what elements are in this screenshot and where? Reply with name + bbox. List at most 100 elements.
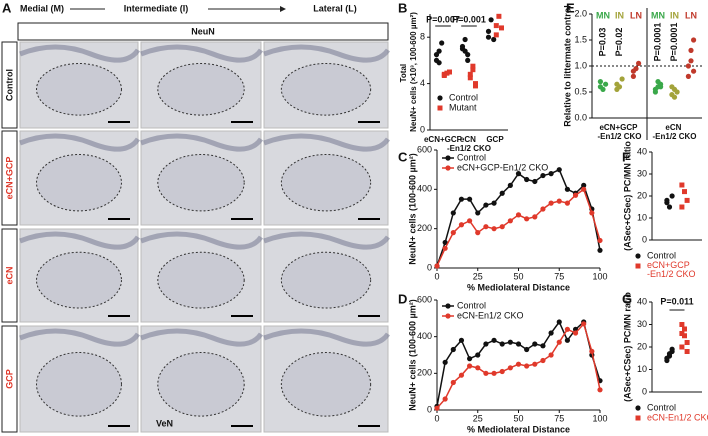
annotation: P=0.03 — [597, 28, 607, 57]
legend-label: eCN+GCP-En1/2 CKO — [457, 162, 548, 172]
data-point — [548, 330, 554, 336]
panel-label: B — [398, 0, 407, 15]
data-point — [485, 28, 492, 34]
legend-marker — [445, 303, 451, 309]
folia — [140, 231, 264, 250]
data-point — [483, 370, 489, 376]
column-label: Medial (M) — [20, 3, 64, 13]
data-point — [493, 23, 499, 29]
data-point — [572, 192, 579, 198]
y-tick-label: 0.0 — [574, 112, 587, 122]
series-line — [436, 168, 601, 267]
x-tick-label: 25 — [473, 413, 483, 423]
data-point — [556, 319, 562, 325]
data-point — [491, 200, 497, 206]
y-axis-label: Total NeuN+ cells (×10³, 100-600 µm²) — [399, 12, 418, 132]
legend-marker — [445, 155, 451, 161]
data-point — [682, 333, 687, 339]
data-point — [439, 40, 445, 46]
data-point — [685, 63, 692, 69]
data-point — [475, 352, 481, 358]
nucleus-outline — [36, 352, 122, 417]
series-label: LN — [685, 10, 697, 20]
data-point — [684, 197, 690, 203]
row-label: Control — [4, 69, 14, 101]
y-tick-label: 0.5 — [574, 86, 587, 96]
data-point — [483, 202, 489, 208]
legend-marker — [635, 263, 641, 269]
nucleus-outline — [280, 352, 372, 417]
x-tick-label: 0 — [434, 271, 439, 281]
data-point — [548, 200, 554, 206]
y-tick-label: 10 — [637, 212, 647, 222]
data-point — [669, 84, 675, 90]
folia — [19, 231, 141, 250]
data-point — [669, 346, 675, 352]
data-point — [458, 337, 465, 343]
data-point — [679, 331, 685, 336]
data-point — [691, 37, 697, 43]
data-point — [507, 182, 513, 188]
y-tick-label: 8 — [420, 32, 425, 42]
nucleus-outline — [280, 251, 372, 309]
y-tick-label: 0 — [427, 262, 432, 272]
x-axis-label: % Mediolateral Distance — [467, 282, 570, 292]
data-point — [441, 72, 447, 78]
data-point — [564, 326, 571, 332]
x-tick-label: 0 — [434, 413, 439, 423]
panel-label: G — [622, 291, 632, 306]
nucleus-outline — [157, 251, 245, 309]
folia — [263, 44, 391, 63]
data-point — [485, 34, 492, 40]
folia — [140, 44, 264, 63]
legend-label: eCN-En1/2 CKO — [457, 310, 524, 320]
data-point — [462, 48, 468, 54]
data-point — [540, 357, 546, 364]
data-point — [564, 186, 571, 192]
annotation: P=0.0001 — [652, 23, 662, 62]
legend-label: eCN+GCP -En1/2 CKO — [647, 260, 696, 279]
data-point — [459, 43, 466, 50]
data-point — [540, 172, 546, 179]
y-tick-label: 400 — [417, 184, 432, 194]
stain-label: NeuN — [191, 26, 215, 36]
data-point — [515, 171, 522, 177]
series-label: IN — [615, 10, 624, 20]
y-tick-label: 600 — [417, 294, 432, 304]
panel-label: E — [566, 0, 575, 15]
y-tick-label: 400 — [417, 331, 432, 341]
legend-marker — [437, 105, 443, 111]
data-point — [507, 218, 513, 224]
data-point — [674, 89, 680, 95]
data-point — [556, 167, 562, 173]
panel-label: F — [622, 149, 630, 164]
nucleus-outline — [36, 63, 122, 116]
annotation: P=0.0001 — [669, 23, 679, 62]
data-point — [515, 212, 522, 218]
data-point — [433, 57, 440, 64]
y-tick-label: 4 — [420, 78, 425, 88]
x-tick-label: 50 — [513, 271, 523, 281]
legend-marker — [445, 313, 451, 319]
y-tick-label: 0 — [427, 404, 432, 414]
data-point — [524, 216, 530, 222]
y-axis-label: NeuN+ cells (100-600 µm²) — [407, 153, 417, 265]
data-point — [499, 368, 505, 375]
nucleus-outline — [157, 154, 245, 212]
data-point — [630, 73, 637, 79]
data-point — [671, 94, 678, 100]
nucleus-outline — [157, 352, 245, 417]
data-point — [458, 196, 465, 202]
data-point — [507, 365, 513, 371]
row-label: eCN — [4, 266, 14, 284]
data-point — [467, 363, 473, 369]
data-point — [684, 340, 690, 345]
data-point — [655, 79, 661, 85]
data-point — [483, 224, 489, 230]
column-label: Lateral (L) — [313, 3, 357, 13]
y-tick-label: 0 — [642, 386, 647, 396]
folia — [140, 328, 264, 347]
nucleus-outline — [36, 251, 122, 309]
y-tick-label: 2.0 — [574, 8, 587, 18]
